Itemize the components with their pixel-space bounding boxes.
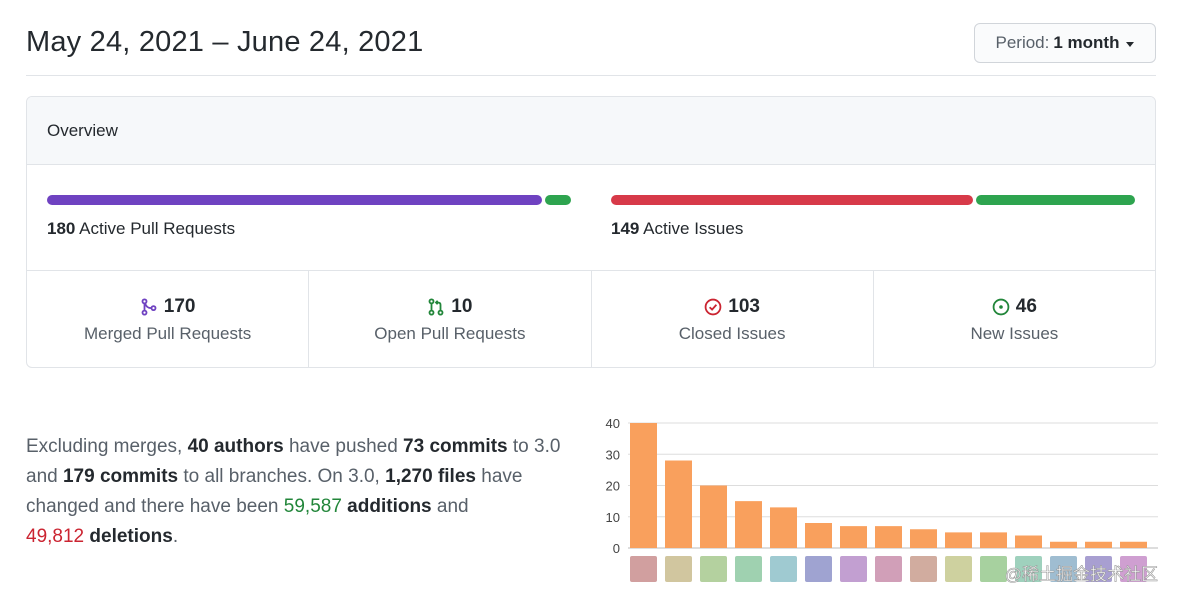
active-issues-count: 149 <box>611 219 640 238</box>
stat-new-issues[interactable]: 46 New Issues <box>874 271 1155 367</box>
git-pull-request-icon <box>428 297 444 316</box>
commit-bar[interactable] <box>840 526 867 548</box>
author-avatar[interactable] <box>770 556 797 582</box>
stat-label: New Issues <box>970 323 1059 343</box>
stat-label: Closed Issues <box>678 323 786 343</box>
page-header: May 24, 2021 – June 24, 2021 Period: 1 m… <box>26 0 1156 76</box>
author-avatar[interactable] <box>980 556 1007 582</box>
authors-count: 40 authors <box>187 436 284 457</box>
commit-bar[interactable] <box>805 523 832 548</box>
commit-bar[interactable] <box>1050 541 1077 548</box>
author-avatar[interactable] <box>910 556 937 582</box>
deletions-count: 49,812 <box>26 526 85 547</box>
stat-value: 10 <box>451 295 473 317</box>
y-tick-label: 40 <box>606 416 620 431</box>
period-label: Period: <box>995 33 1050 52</box>
summary-text: have pushed <box>283 436 404 457</box>
summary-text: have changed and there have been <box>26 466 523 517</box>
additions-word: additions <box>341 496 432 517</box>
commit-bar[interactable] <box>770 507 797 548</box>
closed-issues-segment <box>611 195 973 205</box>
commit-bar[interactable] <box>665 460 692 549</box>
stat-value: 103 <box>728 295 760 317</box>
commit-bar[interactable] <box>875 526 902 548</box>
commit-bar[interactable] <box>700 485 727 549</box>
date-range-title: May 24, 2021 – June 24, 2021 <box>26 26 424 58</box>
summary-text: to all branches. On 3.0, <box>178 466 386 487</box>
commit-bar[interactable] <box>945 532 972 548</box>
additions-count: 59,587 <box>283 496 342 517</box>
deletions-word: deletions <box>84 526 173 547</box>
summary-text: and <box>431 496 469 517</box>
stat-label: Open Pull Requests <box>374 323 526 343</box>
y-tick-label: 20 <box>606 479 620 494</box>
commits-per-author-chart: 0 10 20 30 40 @稀土掘金技术社区 <box>606 416 1159 584</box>
stat-closed-issues[interactable]: 103 Closed Issues <box>592 271 874 367</box>
y-tick-label: 10 <box>606 510 620 525</box>
author-avatar[interactable] <box>735 556 762 582</box>
issue-closed-icon <box>704 298 722 315</box>
overview-title: Overview <box>27 97 1155 165</box>
overview-panel: Overview 180 Active Pull Requests 149 Ac… <box>26 96 1156 368</box>
summary-text: to 3.0 and <box>26 436 561 487</box>
commit-bar[interactable] <box>1015 535 1042 549</box>
author-avatar[interactable] <box>805 556 832 582</box>
author-avatar[interactable] <box>700 556 727 582</box>
active-issues-text: Active Issues <box>643 219 744 238</box>
stat-value: 46 <box>1015 295 1037 317</box>
author-avatar[interactable] <box>840 556 867 582</box>
author-avatar[interactable] <box>875 556 902 582</box>
merged-pr-segment <box>47 195 542 205</box>
y-tick-label: 0 <box>613 541 620 556</box>
pull-requests-summary[interactable]: 180 Active Pull Requests <box>47 195 571 239</box>
overview-progress-section: 180 Active Pull Requests 149 Active Issu… <box>27 165 1155 271</box>
all-commits-count: 179 commits <box>62 466 179 487</box>
stat-open-pull-requests[interactable]: 10 Open Pull Requests <box>309 271 592 367</box>
author-avatar[interactable] <box>1015 556 1042 582</box>
commit-bar[interactable] <box>910 529 937 548</box>
author-avatar[interactable] <box>1050 556 1077 582</box>
period-value: 1 month <box>1053 33 1120 52</box>
author-avatar[interactable] <box>1085 556 1112 582</box>
active-pr-text: Active Pull Requests <box>79 219 236 238</box>
commit-bar[interactable] <box>980 532 1007 548</box>
summary-text: . <box>172 526 179 547</box>
open-pr-segment <box>544 195 571 205</box>
author-avatar[interactable] <box>630 556 657 582</box>
pull-requests-progress-bar <box>47 195 571 205</box>
y-tick-label: 30 <box>606 447 620 462</box>
stat-merged-pull-requests[interactable]: 170 Merged Pull Requests <box>27 271 310 367</box>
contribution-summary: Excluding merges, 40 authors have pushed… <box>26 432 586 552</box>
summary-text: Excluding merges, <box>26 436 188 457</box>
overview-stats-row: 170 Merged Pull Requests 10 Open Pull Re… <box>27 271 1155 367</box>
new-issues-segment <box>975 195 1135 205</box>
issues-summary[interactable]: 149 Active Issues <box>611 195 1135 239</box>
commit-bar[interactable] <box>630 423 657 548</box>
period-dropdown-button[interactable]: Period: 1 month <box>974 23 1156 63</box>
files-changed-count: 1,270 files <box>385 466 476 487</box>
stat-value: 170 <box>163 295 196 317</box>
commit-bar[interactable] <box>735 501 762 548</box>
issue-opened-icon <box>992 298 1010 315</box>
git-merge-icon <box>141 297 157 316</box>
active-pr-count: 180 <box>47 219 76 238</box>
stat-label: Merged Pull Requests <box>83 323 252 343</box>
author-avatar[interactable] <box>1120 556 1147 582</box>
issues-progress-bar <box>611 195 1135 205</box>
author-avatar[interactable] <box>945 556 972 582</box>
active-issues-label: 149 Active Issues <box>611 219 1135 239</box>
commit-bar[interactable] <box>1085 541 1112 548</box>
commit-bar[interactable] <box>1120 541 1147 548</box>
caret-down-icon <box>1126 41 1135 47</box>
active-pull-requests-label: 180 Active Pull Requests <box>47 219 571 239</box>
watermark-text: @稀土掘金技术社区 <box>1005 565 1158 584</box>
branch-commits-count: 73 commits <box>403 436 508 457</box>
author-avatar[interactable] <box>665 556 692 582</box>
